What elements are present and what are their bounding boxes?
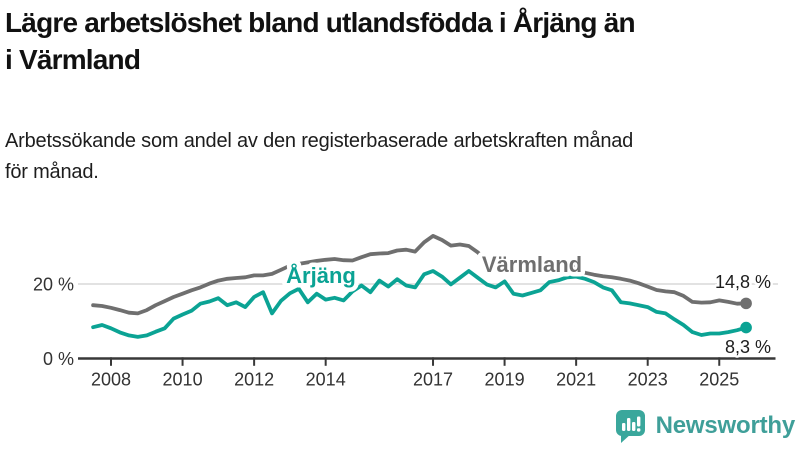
title-line-2: i Värmland [5,44,141,75]
arjang-end-dot [740,321,752,334]
x-tick-label-2012: 2012 [234,370,274,390]
chart-subtitle: Arbetssökande som andel av den registerb… [5,126,797,188]
series-label-arjang: Årjäng [286,262,356,288]
y-tick-label-0: 0 % [43,349,74,369]
title-line-1: Lägre arbetslöshet bland utlandsfödda i … [5,7,636,38]
x-tick-label-2025: 2025 [699,370,739,390]
x-tick-label-2010: 2010 [163,370,203,390]
page-title: Lägre arbetslöshet bland utlandsfödda i … [5,4,797,78]
chart-axes: 0 % 20 % 2008 2010 2012 2014 2017 2019 2021 2023 2… [33,275,778,390]
chart-lines [91,233,752,339]
varmland-end-dot [740,297,752,310]
newsworthy-logo-text: Newsworthy [655,412,796,439]
x-tick-label-2021: 2021 [556,370,596,390]
x-tick-label-2014: 2014 [306,370,346,390]
x-tick-label-2017: 2017 [413,370,453,390]
arjang-line [91,269,748,339]
y-tick-label-20: 20 % [33,275,74,295]
subtitle-line-2: för månad. [5,161,99,183]
varmland-line [91,233,748,316]
newsworthy-logo[interactable]: Newsworthy [615,407,795,445]
x-tick-label-2019: 2019 [485,370,525,390]
end-value-label-arjang: 8,3 % [725,337,771,357]
subtitle-line-1: Arbetssökande som andel av den registerb… [5,130,634,152]
series-label-varmland: Värmland [482,252,582,277]
x-tick-label-2023: 2023 [628,370,668,390]
x-tick-label-2008: 2008 [91,370,131,390]
newsworthy-badge-icon [615,410,645,443]
chart-header: Lägre arbetslöshet bland utlandsfödda i … [5,4,797,183]
end-value-label-varmland: 14,8 % [715,272,771,292]
